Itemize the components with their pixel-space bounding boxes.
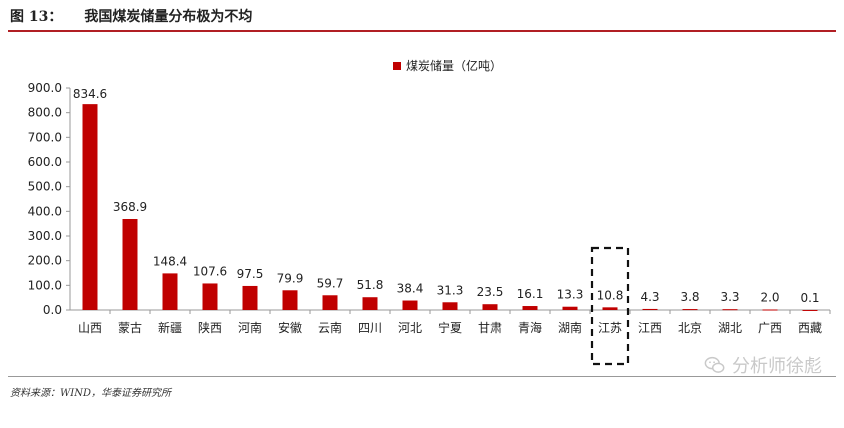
category-label: 西藏	[798, 321, 822, 335]
figure-title: 图 13： 我国煤炭储量分布极为不均	[10, 6, 252, 26]
highlight-box	[590, 246, 630, 366]
bar	[722, 309, 738, 311]
bar	[602, 307, 618, 310]
y-tick-label: 400.0	[28, 204, 62, 218]
data-label: 59.7	[317, 276, 344, 290]
bar	[442, 302, 458, 310]
bar	[282, 290, 298, 310]
bottom-rule	[8, 376, 836, 377]
figure-number: 图 13：	[10, 9, 63, 25]
legend-label: 煤炭储量（亿吨）	[406, 58, 502, 73]
data-label: 4.3	[640, 290, 659, 304]
bar	[242, 285, 258, 310]
bar	[482, 304, 498, 310]
bar	[642, 308, 658, 310]
title-rule	[8, 30, 836, 32]
y-tick-label: 800.0	[28, 106, 62, 120]
watermark: 分析师徐彪	[704, 352, 822, 378]
bar	[362, 297, 378, 310]
bar	[202, 283, 218, 310]
y-tick-label: 100.0	[28, 278, 62, 292]
category-label: 甘肃	[478, 321, 502, 335]
data-label: 2.0	[760, 291, 779, 305]
category-label: 江苏	[598, 321, 622, 335]
bar-chart: 900.0 800.0 700.0 600.0 500.0 400.0 300.0 200.0…	[28, 58, 831, 366]
category-label: 青海	[518, 320, 542, 335]
category-label: 山西	[78, 321, 102, 335]
data-label: 368.9	[113, 200, 147, 214]
bar	[762, 309, 778, 311]
data-label: 10.8	[597, 288, 624, 302]
y-tick-label: 500.0	[28, 180, 62, 194]
category-label: 湖北	[718, 320, 742, 335]
bar	[322, 295, 338, 310]
y-tick-label: 900.0	[28, 81, 62, 95]
data-label: 38.4	[397, 282, 424, 296]
data-label: 97.5	[237, 267, 264, 281]
category-label: 新疆	[158, 320, 182, 335]
bar	[682, 309, 698, 311]
watermark-text: 分析师徐彪	[732, 356, 822, 377]
data-label: 51.8	[357, 278, 384, 292]
legend-swatch	[393, 62, 401, 70]
category-label: 河南	[238, 320, 262, 335]
data-label: 148.4	[153, 254, 187, 268]
category-label: 陕西	[198, 320, 222, 335]
data-label: 3.8	[680, 290, 699, 304]
bar	[402, 300, 418, 310]
data-label: 79.9	[277, 271, 304, 285]
category-label: 蒙古	[118, 320, 142, 335]
category-label: 江西	[638, 321, 662, 335]
bar	[82, 104, 98, 310]
data-label: 23.5	[477, 285, 504, 299]
data-label: 834.6	[73, 87, 107, 101]
category-label: 云南	[318, 320, 342, 335]
y-tick-label: 0.0	[43, 303, 62, 317]
wechat-icon	[704, 356, 725, 373]
category-label: 河北	[398, 321, 422, 335]
bar	[162, 273, 178, 310]
source-note: 资料来源：WIND，华泰证券研究所	[10, 388, 171, 399]
data-label: 31.3	[437, 283, 464, 297]
y-tick-label: 600.0	[28, 155, 62, 169]
data-label: 16.1	[517, 287, 544, 301]
y-tick-label: 700.0	[28, 130, 62, 144]
bar	[122, 219, 138, 310]
category-label: 安徽	[278, 320, 302, 335]
figure-title-text: 我国煤炭储量分布极为不均	[84, 9, 253, 25]
category-label: 四川	[358, 321, 382, 335]
category-label: 广西	[758, 321, 782, 335]
data-label: 13.3	[557, 288, 584, 302]
y-tick-label: 300.0	[28, 229, 62, 243]
category-label: 宁夏	[438, 320, 462, 335]
bar	[802, 309, 818, 311]
bar	[522, 306, 538, 310]
category-label: 湖南	[558, 320, 582, 335]
data-label: 3.3	[720, 290, 739, 304]
category-label: 北京	[678, 321, 702, 335]
y-tick-label: 200.0	[28, 254, 62, 268]
data-label: 0.1	[800, 291, 819, 305]
bar	[562, 306, 578, 310]
data-label: 107.6	[193, 264, 227, 278]
